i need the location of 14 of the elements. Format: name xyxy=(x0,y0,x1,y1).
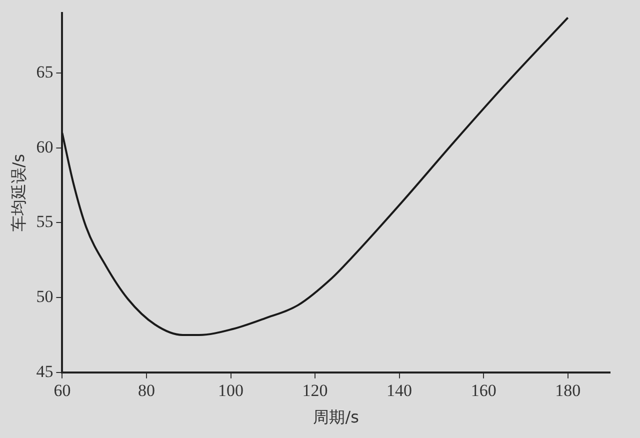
x-axis-title: 周期/s xyxy=(313,408,359,427)
y-axis-title: 车均延误/s xyxy=(8,154,28,232)
x-tick-label: 60 xyxy=(54,381,71,400)
y-tick-label: 50 xyxy=(36,287,54,306)
y-tick-label: 45 xyxy=(36,362,54,381)
x-tick-label: 120 xyxy=(302,381,328,400)
y-tick-label: 55 xyxy=(36,212,54,232)
x-tick-label: 160 xyxy=(470,381,496,400)
x-tick-label: 180 xyxy=(555,381,581,400)
x-tick-label: 100 xyxy=(218,381,244,400)
x-tick-label: 140 xyxy=(386,381,412,400)
y-tick-label: 60 xyxy=(36,137,54,156)
x-tick-label: 80 xyxy=(138,381,155,400)
y-tick-label: 65 xyxy=(36,62,54,82)
